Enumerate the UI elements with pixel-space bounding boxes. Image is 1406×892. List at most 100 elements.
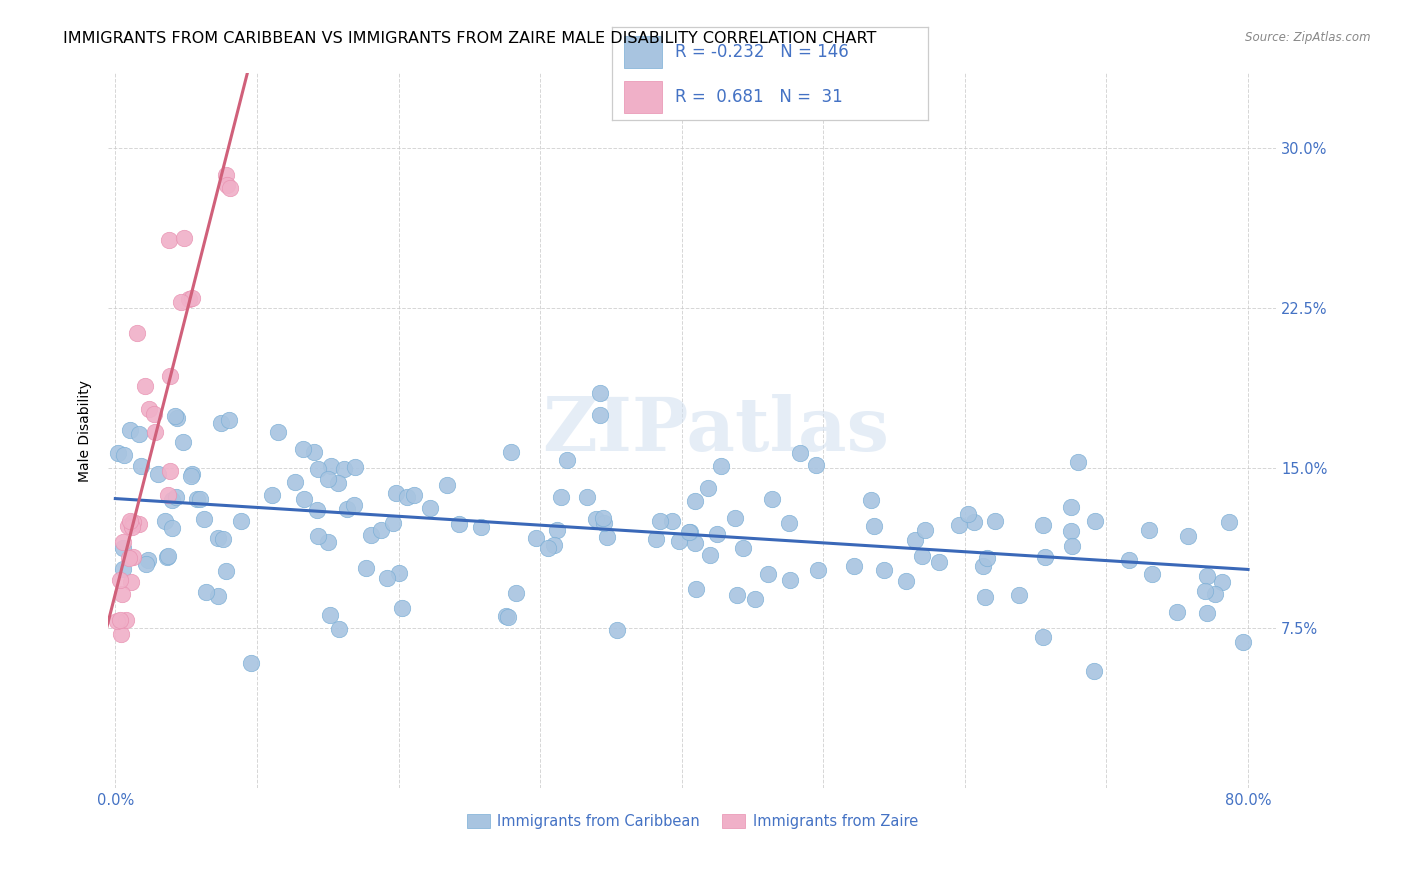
Point [555, 453, 578, 467]
Point [118, 514, 141, 528]
Point [318, 534, 340, 549]
Point [219, 180, 242, 194]
Point [744, 592, 766, 607]
Point [1083, 664, 1105, 678]
Text: IMMIGRANTS FROM CARIBBEAN VS IMMIGRANTS FROM ZAIRE MALE DISABILITY CORRELATION C: IMMIGRANTS FROM CARIBBEAN VS IMMIGRANTS … [63, 31, 877, 46]
Point [316, 472, 339, 486]
Text: R = -0.232   N = 146: R = -0.232 N = 146 [675, 43, 849, 61]
Point [585, 511, 607, 525]
Point [984, 514, 1007, 528]
Point [328, 622, 350, 636]
Point [395, 490, 418, 504]
Point [914, 523, 936, 537]
Point [134, 379, 156, 393]
Point [108, 574, 131, 588]
Point [115, 613, 138, 627]
Point [307, 529, 329, 543]
Point [1118, 553, 1140, 567]
Point [546, 523, 568, 537]
Point [122, 516, 145, 530]
Point [105, 614, 128, 628]
Point [138, 402, 160, 417]
Point [842, 558, 865, 573]
Point [1066, 455, 1088, 469]
Point [343, 498, 366, 512]
Point [218, 412, 240, 426]
Point [267, 425, 290, 440]
Point [217, 178, 239, 193]
Point [239, 656, 262, 670]
Point [678, 525, 700, 540]
Point [731, 541, 754, 555]
Point [1008, 588, 1031, 602]
Point [696, 481, 718, 495]
Point [385, 485, 408, 500]
Point [120, 423, 142, 437]
Point [172, 434, 194, 449]
Legend: Immigrants from Caribbean, Immigrants from Zaire: Immigrants from Caribbean, Immigrants fr… [461, 808, 924, 835]
Point [215, 168, 238, 182]
Point [326, 476, 349, 491]
Point [596, 529, 619, 543]
Point [375, 571, 398, 585]
Point [499, 445, 522, 459]
Point [1137, 523, 1160, 537]
Point [804, 458, 827, 472]
Point [956, 507, 979, 521]
Point [550, 491, 572, 505]
Point [1032, 630, 1054, 644]
Point [231, 514, 253, 528]
Point [391, 601, 413, 615]
Point [536, 541, 558, 555]
Point [112, 541, 135, 556]
Y-axis label: Male Disability: Male Disability [79, 380, 93, 482]
Point [193, 511, 215, 525]
Point [894, 574, 917, 589]
Point [1084, 515, 1107, 529]
Point [181, 291, 204, 305]
Point [972, 559, 994, 574]
Point [186, 491, 208, 506]
Point [212, 532, 235, 546]
Point [447, 517, 470, 532]
Point [159, 464, 181, 478]
Point [1197, 606, 1219, 620]
Point [343, 460, 366, 475]
Point [862, 519, 884, 533]
Text: Source: ZipAtlas.com: Source: ZipAtlas.com [1246, 31, 1371, 45]
Point [470, 520, 492, 534]
Point [1060, 524, 1083, 538]
Point [496, 610, 519, 624]
Point [302, 445, 325, 459]
Point [789, 446, 811, 460]
Point [709, 459, 731, 474]
Point [284, 475, 307, 490]
Point [402, 488, 425, 502]
Point [107, 446, 129, 460]
Point [291, 442, 314, 457]
Text: ZIPatlas: ZIPatlas [543, 394, 889, 467]
Point [974, 591, 997, 605]
Point [724, 511, 747, 525]
Point [1177, 529, 1199, 543]
Point [370, 524, 392, 538]
Point [163, 409, 186, 423]
Point [589, 408, 612, 422]
Point [388, 566, 411, 580]
Point [157, 549, 180, 563]
Point [778, 516, 800, 530]
Point [650, 514, 672, 528]
Point [589, 386, 612, 401]
Point [128, 426, 150, 441]
Point [121, 519, 143, 533]
Point [505, 586, 527, 600]
Point [136, 553, 159, 567]
Point [209, 416, 232, 430]
Point [215, 564, 238, 578]
Point [1166, 605, 1188, 619]
Point [592, 511, 614, 525]
Point [1204, 586, 1226, 600]
Point [1033, 549, 1056, 564]
Point [1060, 539, 1083, 553]
Point [207, 531, 229, 545]
